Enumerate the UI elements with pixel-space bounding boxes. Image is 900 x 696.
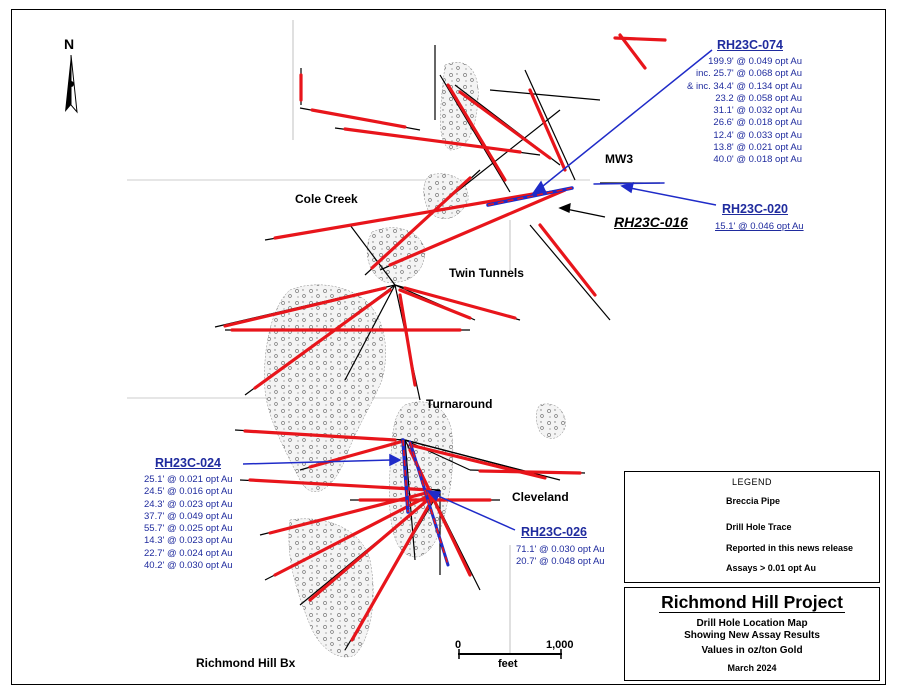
assay-list-rh23c-026: 71.1' @ 0.030 opt Au 20.7' @ 0.048 opt A… xyxy=(516,544,605,569)
legend-trace-label: Drill Hole Trace xyxy=(726,522,792,532)
area-label-richmond-hill-bx: Richmond Hill Bx xyxy=(196,656,296,670)
assay-line: 40.0' @ 0.018 opt Au xyxy=(713,154,802,166)
area-label-twin-tunnels: Twin Tunnels xyxy=(449,266,524,280)
hole-title-rh23c-074: RH23C-074 xyxy=(717,38,784,52)
legend-box: LEGEND Breccia Pipe Drill Hole Trace Rep… xyxy=(624,471,880,583)
scale-zero: 0 xyxy=(455,639,462,651)
assay-line: 25.1' @ 0.021 opt Au xyxy=(144,474,233,485)
hole-title-rh23c-024: RH23C-024 xyxy=(155,456,222,470)
area-label-cleveland: Cleveland xyxy=(512,490,569,504)
reported-assay-overlay xyxy=(402,187,573,566)
breccia-pipe-east xyxy=(536,403,566,439)
area-label-turnaround: Turnaround xyxy=(426,397,493,411)
assay-line: 12.4' @ 0.033 opt Au xyxy=(713,129,802,141)
north-letter: N xyxy=(64,36,75,52)
scale-unit: feet xyxy=(498,658,518,670)
legend-reported-label: Reported in this news release xyxy=(726,543,854,553)
breccia-pipe-central xyxy=(264,284,386,492)
assay-line: 22.7' @ 0.024 opt Au xyxy=(144,547,233,559)
assay-line: & inc. 34.4' @ 0.134 opt Au xyxy=(687,80,802,92)
black-leader-arrow xyxy=(558,202,606,218)
assay-line: 24.3' @ 0.023 opt Au xyxy=(144,498,233,510)
hole-title-rh23c-020: RH23C-020 xyxy=(722,202,789,216)
title-block: Richmond Hill Project Drill Hole Locatio… xyxy=(624,587,880,681)
area-label-cole-creek: Cole Creek xyxy=(295,192,358,206)
title-line-2: Showing New Assay Results xyxy=(684,630,820,641)
assay-line: 31.1' @ 0.032 opt Au xyxy=(713,105,802,117)
breccia-pipe-south xyxy=(288,518,374,658)
legend-assays-label: Assays > 0.01 opt Au xyxy=(726,563,816,573)
hole-title-rh23c-026: RH23C-026 xyxy=(521,525,588,539)
assay-line: 55.7' @ 0.025 opt Au xyxy=(144,523,233,535)
hole-label-rh23c-016: RH23C-016 xyxy=(614,214,688,230)
assay-line: 71.1' @ 0.030 opt Au xyxy=(516,544,605,555)
scale-bar xyxy=(458,649,562,659)
assay-line: 13.8' @ 0.021 opt Au xyxy=(713,142,802,154)
scale-max: 1,000 xyxy=(546,639,574,651)
legend-title: LEGEND xyxy=(731,477,772,487)
assay-line: 14.3' @ 0.023 opt Au xyxy=(144,535,233,547)
assay-list-rh23c-020: 15.1' @ 0.046 opt Au xyxy=(715,221,804,233)
assay-line: inc. 25.7' @ 0.068 opt Au xyxy=(695,68,802,80)
assay-intervals xyxy=(223,33,667,642)
title-date: March 2024 xyxy=(727,663,777,673)
legend-breccia-label: Breccia Pipe xyxy=(726,496,781,506)
assay-line: 24.5' @ 0.016 opt Au xyxy=(144,486,233,498)
assay-line: 40.2' @ 0.030 opt Au xyxy=(144,560,233,572)
project-title: Richmond Hill Project xyxy=(625,592,879,613)
north-arrow-icon xyxy=(65,54,78,114)
area-label-mw3: MW3 xyxy=(605,152,633,166)
assay-line: 23.2 @ 0.058 opt Au xyxy=(715,92,802,104)
title-line-3: Values in oz/ton Gold xyxy=(701,645,803,656)
assay-line: 37.7' @ 0.049 opt Au xyxy=(144,510,233,522)
assay-line: 20.7' @ 0.048 opt Au xyxy=(516,556,605,568)
title-line-1: Drill Hole Location Map xyxy=(696,618,808,629)
assay-list-rh23c-024: 25.1' @ 0.021 opt Au 24.5' @ 0.016 opt A… xyxy=(144,474,233,572)
assay-line: 26.6' @ 0.018 opt Au xyxy=(713,117,802,129)
assay-line: 199.9' @ 0.049 opt Au xyxy=(708,56,802,67)
assay-list-rh23c-074: 199.9' @ 0.049 opt Au inc. 25.7' @ 0.068… xyxy=(680,56,802,167)
leader-arrows xyxy=(242,49,717,531)
project-title-text: Richmond Hill Project xyxy=(659,592,845,613)
assay-line: 15.1' @ 0.046 opt Au xyxy=(715,221,804,232)
